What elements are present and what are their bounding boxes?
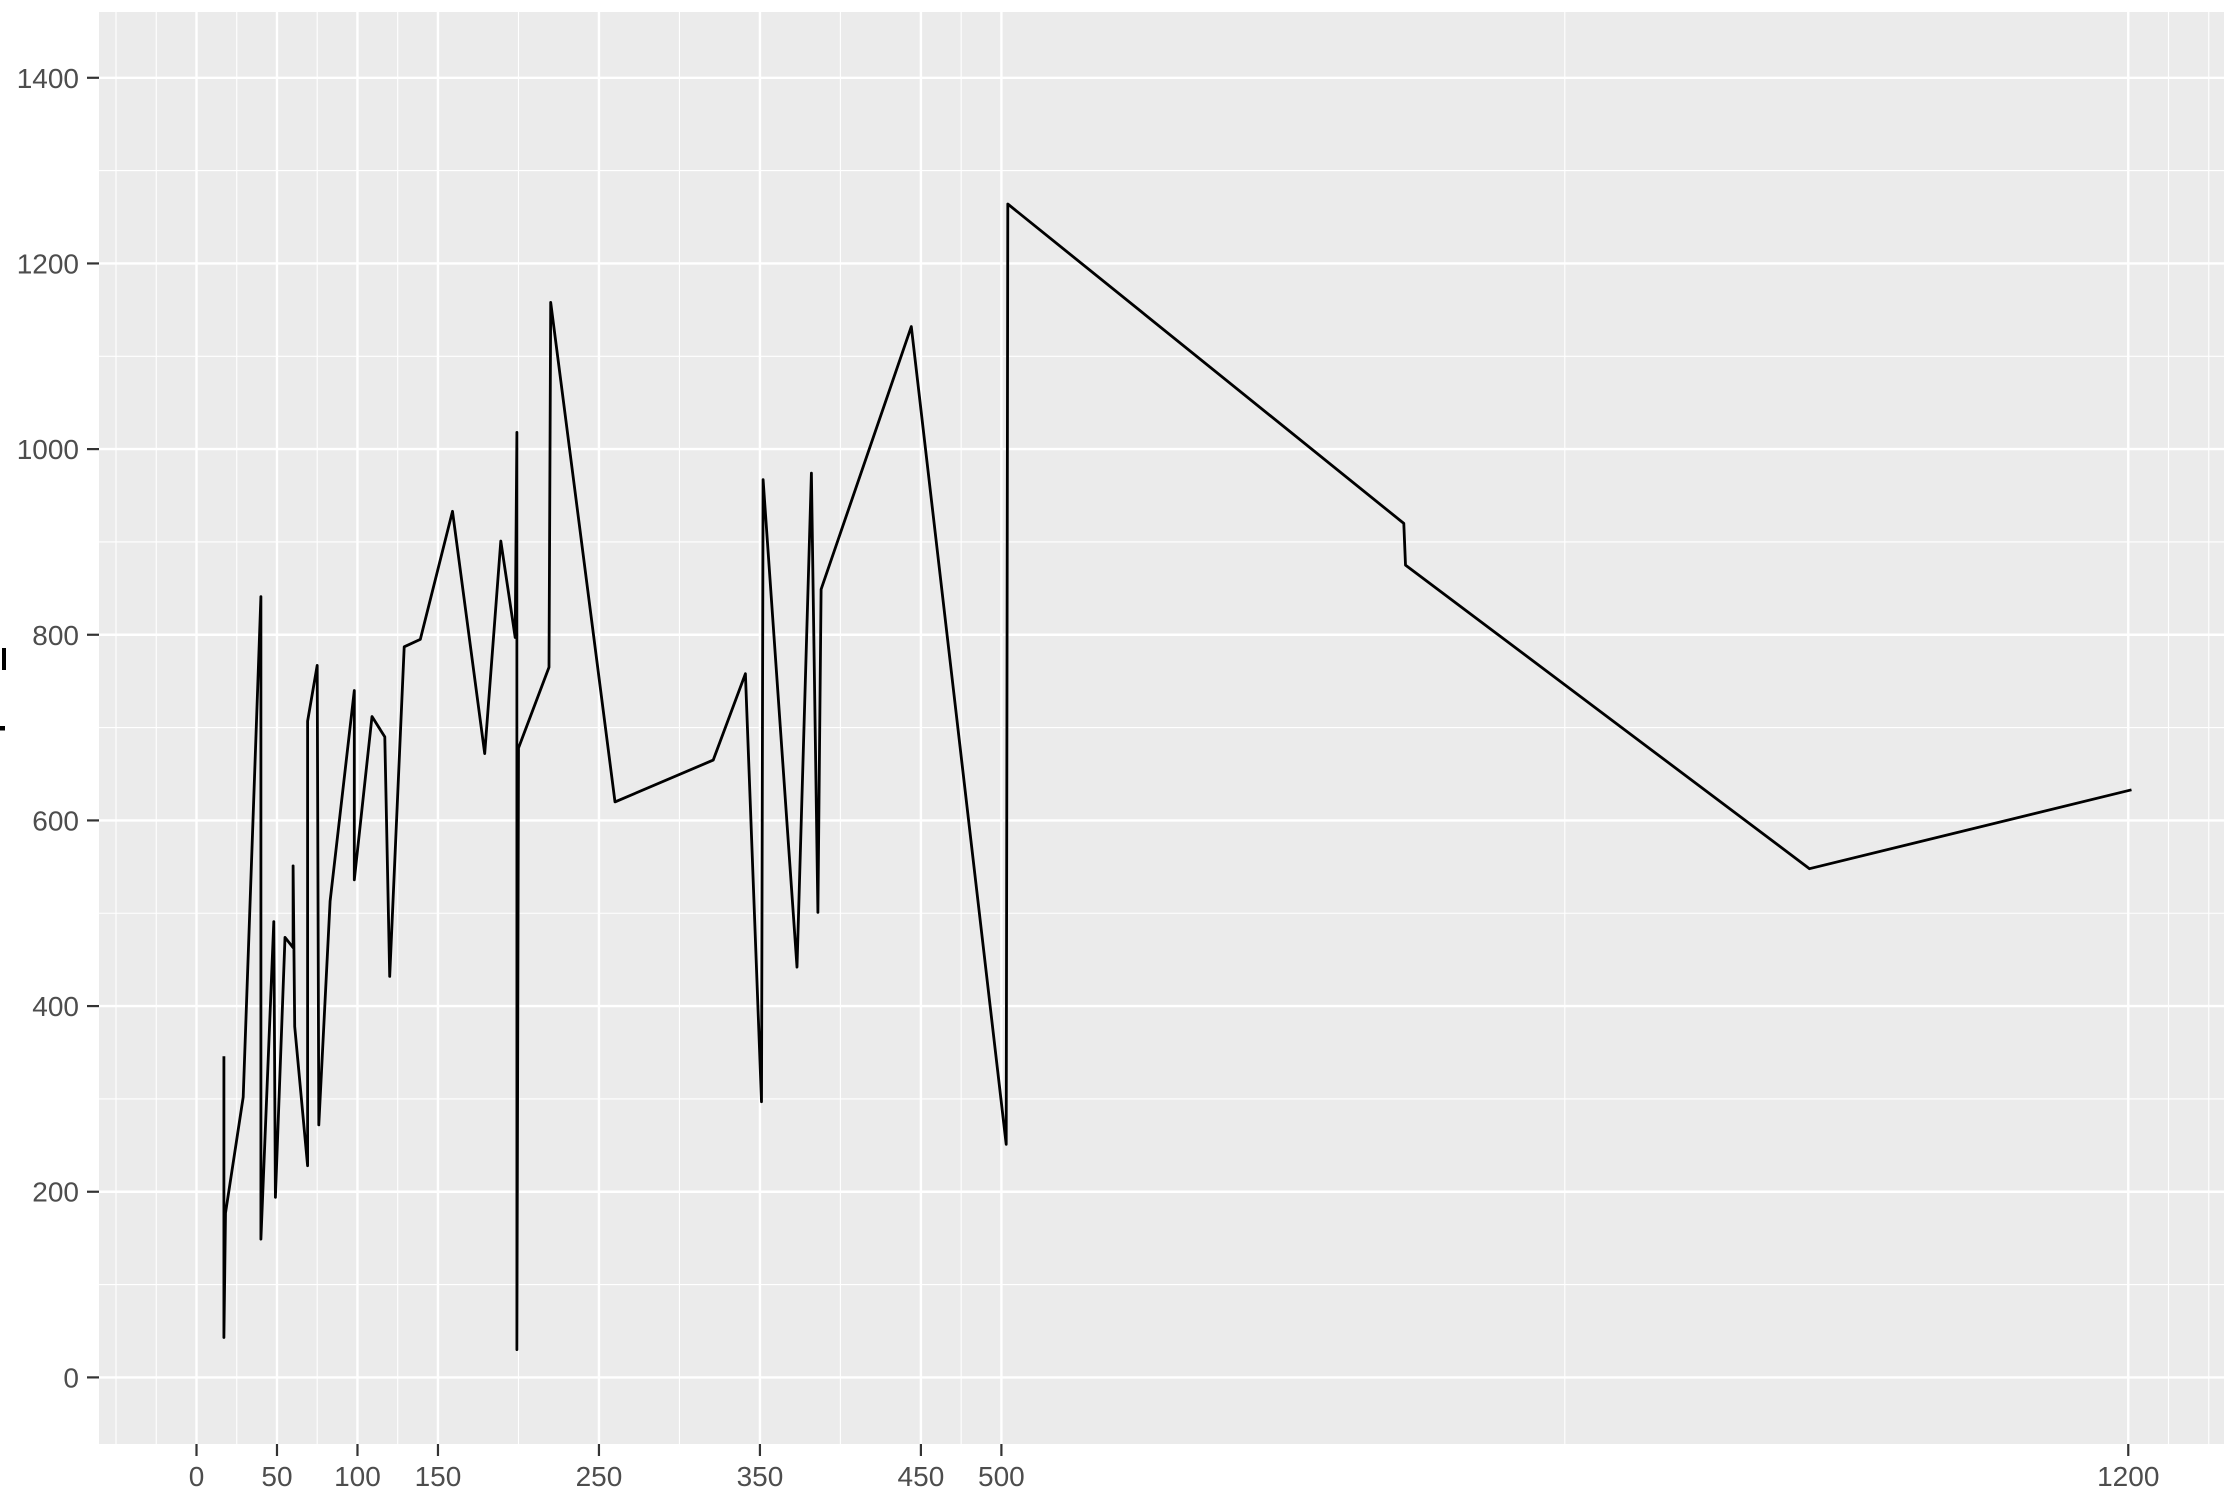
x-axis-tick-label: 150 — [415, 1461, 462, 1488]
x-axis-tick-label: 250 — [576, 1461, 623, 1488]
x-axis-tick-label: 50 — [261, 1461, 292, 1488]
x-axis-tick-label: 0 — [189, 1461, 205, 1488]
y-axis-tick-label: 1000 — [17, 434, 79, 465]
x-axis-tick-label: 1200 — [2097, 1461, 2159, 1488]
x-axis-tick-label: 450 — [898, 1461, 945, 1488]
y-axis-tick-label: 0 — [63, 1362, 79, 1393]
y-axis-title-clipped-fragment — [0, 726, 5, 731]
y-axis-title-clipped-fragment — [2, 648, 6, 670]
y-axis-tick-label: 1400 — [17, 63, 79, 94]
data-line — [222, 202, 2132, 1351]
x-axis-tick-label: 500 — [978, 1461, 1025, 1488]
x-axis-tick-label: 100 — [334, 1461, 381, 1488]
y-axis-tick-label: 200 — [32, 1177, 79, 1208]
y-axis-tick-label: 600 — [32, 805, 79, 836]
y-axis-tick-label: 800 — [32, 620, 79, 651]
y-axis-tick-label: 1200 — [17, 248, 79, 279]
y-axis-tick-label: 400 — [32, 991, 79, 1022]
x-axis-tick-label: 350 — [737, 1461, 784, 1488]
